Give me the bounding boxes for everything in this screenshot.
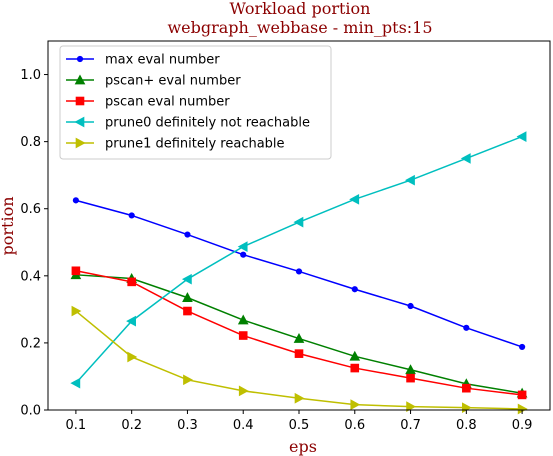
data-point — [349, 193, 360, 205]
legend-label: max eval number — [105, 53, 220, 68]
data-point — [460, 153, 471, 164]
legend-marker — [76, 55, 84, 63]
data-point — [72, 197, 79, 204]
series-layer — [70, 131, 528, 415]
legend-marker — [75, 96, 85, 106]
series-5 — [71, 305, 528, 415]
y-tick-label: 0.4 — [20, 269, 41, 284]
data-point — [293, 216, 304, 228]
data-point — [405, 174, 415, 186]
data-point — [519, 343, 526, 351]
data-point — [517, 390, 527, 400]
x-tick-label: 0.6 — [344, 418, 365, 433]
data-point — [238, 385, 249, 397]
series-3 — [71, 266, 527, 400]
legend-label: pscan eval number — [105, 95, 230, 110]
series-1 — [72, 197, 526, 351]
legend: max eval number pscan+ eval number pscan e… — [59, 45, 332, 160]
x-tick-label: 0.8 — [456, 418, 477, 433]
data-point — [240, 251, 247, 258]
data-point — [516, 131, 527, 142]
x-tick-label: 0.9 — [512, 418, 533, 433]
data-point — [462, 383, 471, 393]
data-point — [293, 332, 305, 343]
data-point — [351, 286, 358, 293]
x-axis-label: eps — [289, 437, 317, 456]
data-point — [294, 392, 305, 404]
x-tick-label: 0.7 — [400, 418, 421, 433]
data-point — [406, 373, 415, 383]
legend-item: pscan eval number — [66, 95, 230, 110]
data-point — [126, 315, 136, 327]
data-point — [405, 364, 416, 375]
data-point — [128, 212, 135, 219]
data-point — [127, 277, 136, 287]
legend-marker — [75, 137, 86, 149]
data-point — [295, 268, 303, 275]
legend-item: pscan+ eval number — [66, 74, 241, 89]
y-tick-label: 0.2 — [20, 336, 41, 351]
y-axis-label: portion — [0, 196, 17, 255]
x-tick-label: 0.1 — [66, 418, 87, 433]
x-tick-label: 0.3 — [177, 418, 198, 433]
data-point — [183, 306, 192, 316]
x-tick-label: 0.2 — [121, 418, 142, 433]
y-tick-label: 1.0 — [20, 68, 41, 83]
data-point — [182, 292, 193, 302]
legend-item: prune0 definitely not reachable — [66, 116, 310, 131]
data-point — [463, 324, 470, 331]
data-point — [238, 331, 248, 340]
data-point — [349, 350, 361, 361]
data-point — [407, 302, 414, 310]
y-axis-ticks: 0.0 0.2 0.4 0.6 0.8 1.0 — [20, 68, 48, 419]
series-4 — [70, 131, 527, 389]
data-point — [71, 266, 81, 276]
chart-subtitle: webgraph_webbase - min_pts:15 — [167, 18, 432, 37]
legend-label: pscan+ eval number — [105, 74, 241, 89]
legend-item: max eval number — [66, 53, 220, 68]
legend-label: prune0 definitely not reachable — [105, 116, 310, 131]
chart-title: Workload portion — [230, 0, 371, 18]
data-point — [237, 314, 249, 325]
x-axis-ticks: 0.1 0.2 0.3 0.4 0.5 0.6 0.7 0.8 0.9 — [66, 410, 533, 433]
y-tick-label: 0.6 — [20, 202, 41, 217]
y-tick-label: 0.0 — [20, 404, 41, 419]
data-point — [350, 363, 360, 373]
data-point — [127, 351, 138, 363]
data-point — [406, 401, 417, 412]
legend-marker — [74, 74, 86, 85]
x-tick-label: 0.4 — [233, 418, 254, 433]
data-point — [184, 231, 191, 238]
data-point — [350, 399, 361, 410]
data-point — [294, 349, 304, 358]
legend-item: prune1 definitely reachable — [66, 137, 285, 152]
legend-box — [59, 45, 332, 160]
y-tick-label: 0.8 — [20, 135, 41, 150]
data-point — [183, 374, 193, 386]
data-point — [70, 377, 81, 389]
x-tick-label: 0.5 — [289, 418, 310, 433]
legend-marker — [74, 116, 85, 128]
data-point — [181, 273, 192, 285]
legend-label: prune1 definitely reachable — [105, 137, 285, 152]
data-point — [71, 305, 82, 317]
data-point — [237, 241, 248, 252]
